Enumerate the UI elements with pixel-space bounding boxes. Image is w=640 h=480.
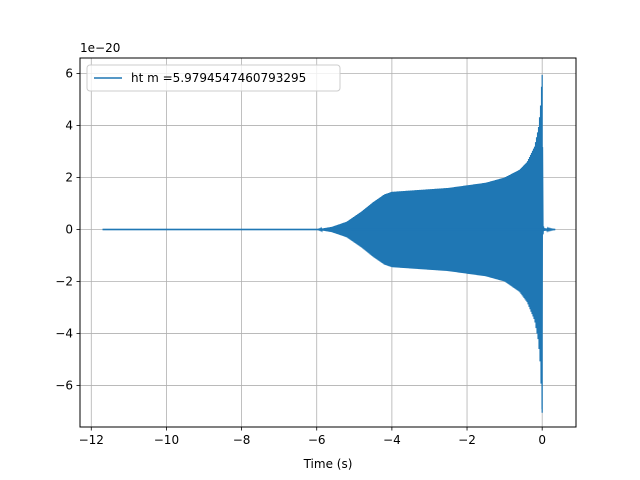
x-tick-label: −6 xyxy=(308,433,326,447)
y-tick-label: 4 xyxy=(65,119,73,133)
legend-label: ht m =5.9794547460793295 xyxy=(131,71,306,85)
legend-box xyxy=(86,64,341,92)
plot-frame xyxy=(79,57,577,428)
y-axis: −6 −4 −2 0 2 4 6 xyxy=(55,67,80,392)
y-tick-label: −2 xyxy=(55,274,73,288)
y-tick-label: 0 xyxy=(65,223,73,237)
y-tick-label: 2 xyxy=(65,171,73,185)
series-layer xyxy=(102,74,556,413)
x-tick-label: −12 xyxy=(79,433,104,447)
x-tick-label: −2 xyxy=(458,433,476,447)
legend: ht m =5.9794547460793295 xyxy=(86,64,341,92)
x-tick-label: −4 xyxy=(383,433,401,447)
y-offset-text: 1e−20 xyxy=(80,41,120,55)
x-tick-label: 0 xyxy=(538,433,546,447)
x-axis-label: Time (s) xyxy=(303,457,353,471)
y-tick-label: 6 xyxy=(65,67,73,81)
x-tick-label: −8 xyxy=(233,433,251,447)
y-tick-label: −6 xyxy=(55,378,73,392)
y-tick-label: −4 xyxy=(55,326,73,340)
x-axis: −12 −10 −8 −6 −4 −2 0 xyxy=(79,427,546,447)
x-tick-label: −10 xyxy=(154,433,179,447)
